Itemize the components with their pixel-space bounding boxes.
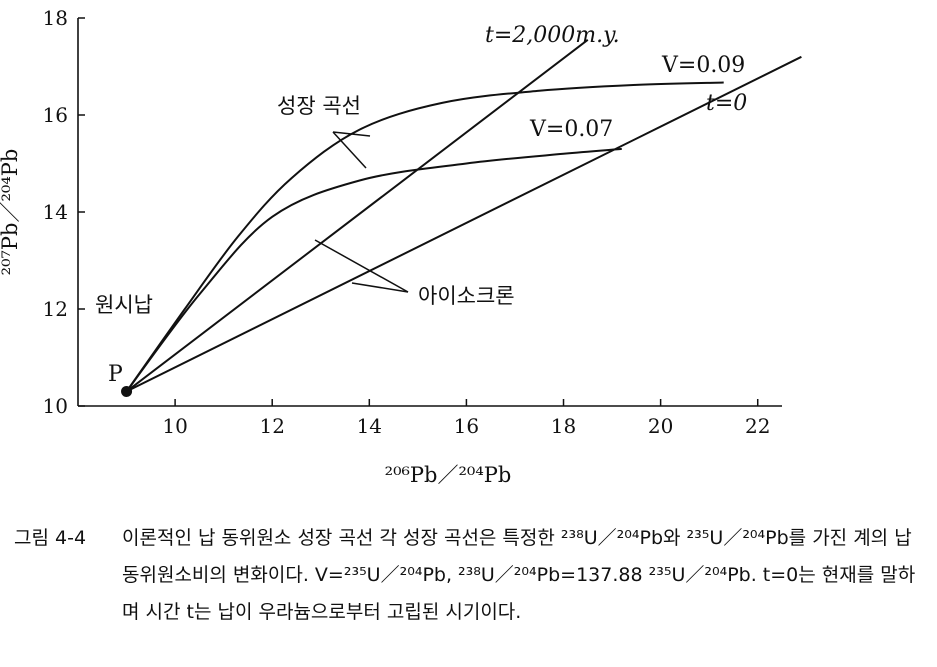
- y-tick-label: 12: [43, 297, 68, 321]
- label-growth-curve: 성장 곡선: [277, 94, 361, 118]
- label-t2000: t=2,000m.y.: [485, 23, 620, 48]
- label-t0: t=0: [706, 91, 747, 116]
- leader-growth-2: [332, 131, 367, 169]
- leader-isochron-1: [314, 239, 409, 293]
- x-axis-label: ²⁰⁶Pb／²⁰⁴Pb: [385, 463, 512, 487]
- y-tick-label: 18: [43, 6, 68, 30]
- y-axis-label: ²⁰⁷Pb／²⁰⁴Pb: [0, 149, 22, 276]
- x-tick-label: 10: [162, 414, 187, 438]
- series-lines: [125, 39, 802, 393]
- y-tick-label: 16: [43, 103, 68, 127]
- growth-curve-v-0-09: [125, 81, 724, 392]
- label-primordial-lead: 원시납: [95, 293, 153, 317]
- origin-point-p: [121, 385, 133, 397]
- x-tick-label: 22: [745, 414, 770, 438]
- isochron-line-t-0: [126, 55, 802, 393]
- caption-number: 그림 4-4: [14, 527, 87, 549]
- x-tick-label: 20: [648, 414, 673, 438]
- label-v007: V=0.07: [529, 117, 613, 142]
- leader-isochron-2: [351, 282, 409, 293]
- x-tick-label: 14: [357, 414, 382, 438]
- origin-label-p: P: [108, 362, 123, 387]
- leader-growth-1: [332, 131, 371, 137]
- label-isochron: 아이소크론: [418, 284, 515, 308]
- leader-lines: [314, 131, 409, 293]
- isochron-line-t-2-000m-y: [125, 39, 589, 393]
- label-v009: V=0.09: [661, 53, 745, 78]
- y-ticks: 10 12 14 16 18: [43, 6, 85, 418]
- x-tick-label: 12: [259, 414, 284, 438]
- x-tick-label: 16: [454, 414, 479, 438]
- y-tick-label: 10: [43, 394, 68, 418]
- x-ticks: 10 12 14 16 18 20 22: [162, 399, 770, 438]
- growth-curve-v-0-07: [125, 147, 622, 393]
- figure-caption: 그림 4-4 이론적인 납 동위원소 성장 곡선 각 성장 곡선은 특정한 ²³⁸…: [14, 520, 929, 631]
- x-tick-label: 18: [551, 414, 576, 438]
- caption-text: 이론적인 납 동위원소 성장 곡선 각 성장 곡선은 특정한 ²³⁸U／²⁰⁴P…: [122, 527, 916, 623]
- y-tick-label: 14: [43, 200, 68, 224]
